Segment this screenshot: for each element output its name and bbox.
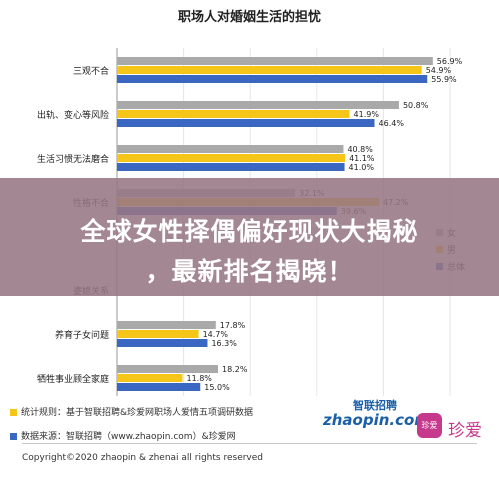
bar [117, 57, 433, 65]
data-label: 56.9% [437, 57, 463, 66]
category-label: 养育子女问题 [55, 329, 109, 341]
bar [117, 145, 344, 153]
data-label: 41.0% [349, 163, 375, 172]
zhaopin-logo: 智联招聘 zhaopin.com [323, 399, 430, 429]
headline-line-2: ，最新排名揭晓！ [145, 257, 354, 286]
headline-banner [0, 178, 499, 296]
footnote-rule-text: 统计规则：基于智联招聘&珍爱网职场人爱情五项调研数据 [21, 408, 254, 418]
bar [117, 339, 208, 347]
data-label: 40.8% [347, 145, 373, 154]
bar [117, 66, 422, 74]
footer-divider [22, 443, 477, 444]
data-label: 16.3% [211, 339, 237, 348]
data-label: 50.8% [403, 101, 429, 110]
bar [117, 154, 346, 162]
footnote-source: 数据来源：智联招聘（www.zhaopin.com）&珍爱网 [10, 429, 236, 442]
zhenai-badge-icon: 珍爱 [417, 413, 442, 438]
source-marker [10, 433, 17, 440]
bar [117, 383, 201, 391]
category-label: 牺牲事业顾全家庭 [37, 373, 109, 385]
bar [117, 321, 216, 329]
bar [117, 75, 428, 83]
bar [117, 101, 399, 109]
bar [117, 330, 199, 338]
data-label: 11.8% [186, 374, 212, 383]
bar [117, 374, 183, 382]
data-label: 15.0% [204, 383, 230, 392]
footnote-source-text: 数据来源：智联招聘（www.zhaopin.com）&珍爱网 [21, 432, 236, 442]
category-label: 三观不合 [73, 65, 109, 77]
data-label: 41.9% [354, 110, 380, 119]
data-label: 17.8% [220, 321, 246, 330]
data-label: 46.4% [379, 119, 405, 128]
bar [117, 163, 345, 171]
rule-marker [10, 409, 17, 416]
category-label: 出轨、变心等风险 [37, 109, 109, 121]
bar [117, 110, 350, 118]
copyright: Copyright©2020 zhaopin & zhenai all righ… [22, 453, 264, 463]
data-label: 41.1% [349, 154, 375, 163]
data-label: 18.2% [222, 365, 248, 374]
data-label: 54.9% [426, 66, 452, 75]
footnote-rule: 统计规则：基于智联招聘&珍爱网职场人爱情五项调研数据 [10, 405, 253, 418]
bar [117, 119, 375, 127]
zhaopin-logo-text: zhaopin.com [323, 411, 430, 429]
data-label: 55.9% [431, 75, 457, 84]
zhaopin-logo-cn: 智联招聘 [353, 399, 397, 412]
category-label: 生活习惯无法磨合 [37, 153, 109, 165]
chart-title: 职场人对婚姻生活的担忧 [177, 10, 321, 25]
bar [117, 365, 219, 373]
headline-line-1: 全球女性择偶偏好现状大揭秘 [80, 217, 419, 246]
data-label: 14.7% [203, 330, 229, 339]
zhenai-logo: 珍爱 [448, 421, 482, 441]
